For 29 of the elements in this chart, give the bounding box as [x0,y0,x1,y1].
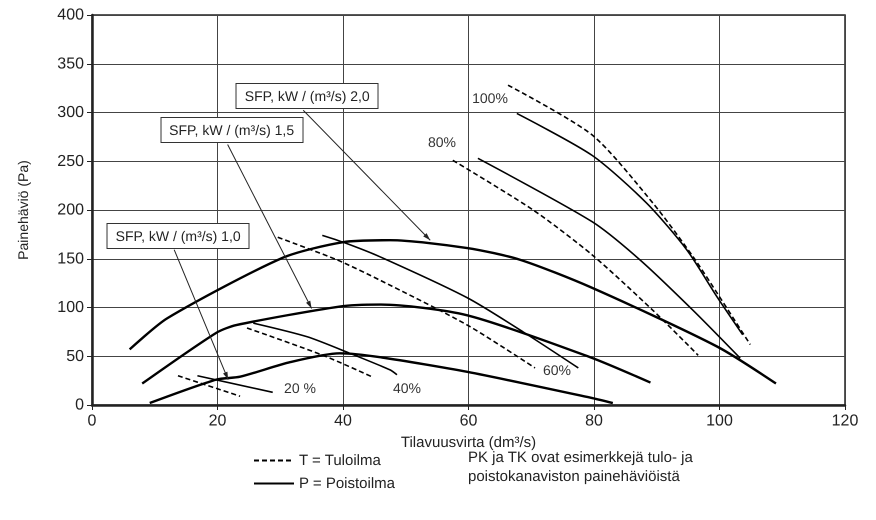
y-tick-label: 200 [57,202,84,218]
annotation: 40% [392,380,422,396]
legend-label: T = Tuloilma [299,452,382,469]
annotation: SFP, kW / (m³/s) 2,0 [236,83,379,110]
x-tick-label: 20 [208,412,226,430]
y-axis-title: Painehäviö (Pa) [15,160,31,260]
legend-label: P = Poistoilma [299,475,396,492]
x-tick-label: 80 [585,412,603,430]
y-tick-label: 100 [57,299,84,316]
x-axis-title: Tilavuusvirta (dm³/s) [400,434,536,451]
y-tick-label: 150 [57,250,84,268]
x-tick-label: 120 [832,412,858,430]
annotation: SFP, kW / (m³/s) 1,5 [160,117,304,144]
y-tick-label: 0 [75,396,84,414]
y-tick-label: 400 [57,6,84,24]
x-tick-label: 100 [706,412,733,430]
y-tick-label: 50 [66,348,84,365]
annotation: 80% [428,134,456,150]
y-tick-label: 300 [57,104,84,121]
annotation: 100% [472,90,508,106]
text: PK ja TK ovat esimerkkejä tulo- ja poistokanaviston painehäviöistä [468,449,694,486]
x-tick-label: 40 [334,412,352,430]
annotation: SFP, kW / (m³/s) 1,0 [106,222,250,249]
annotation: 60% [542,362,572,378]
y-tick-label: 250 [57,152,84,170]
annotation: 20 % [284,380,316,396]
x-tick-label: 0 [88,412,97,430]
y-tick-label: 350 [57,55,84,72]
x-tick-label: 60 [460,412,478,430]
